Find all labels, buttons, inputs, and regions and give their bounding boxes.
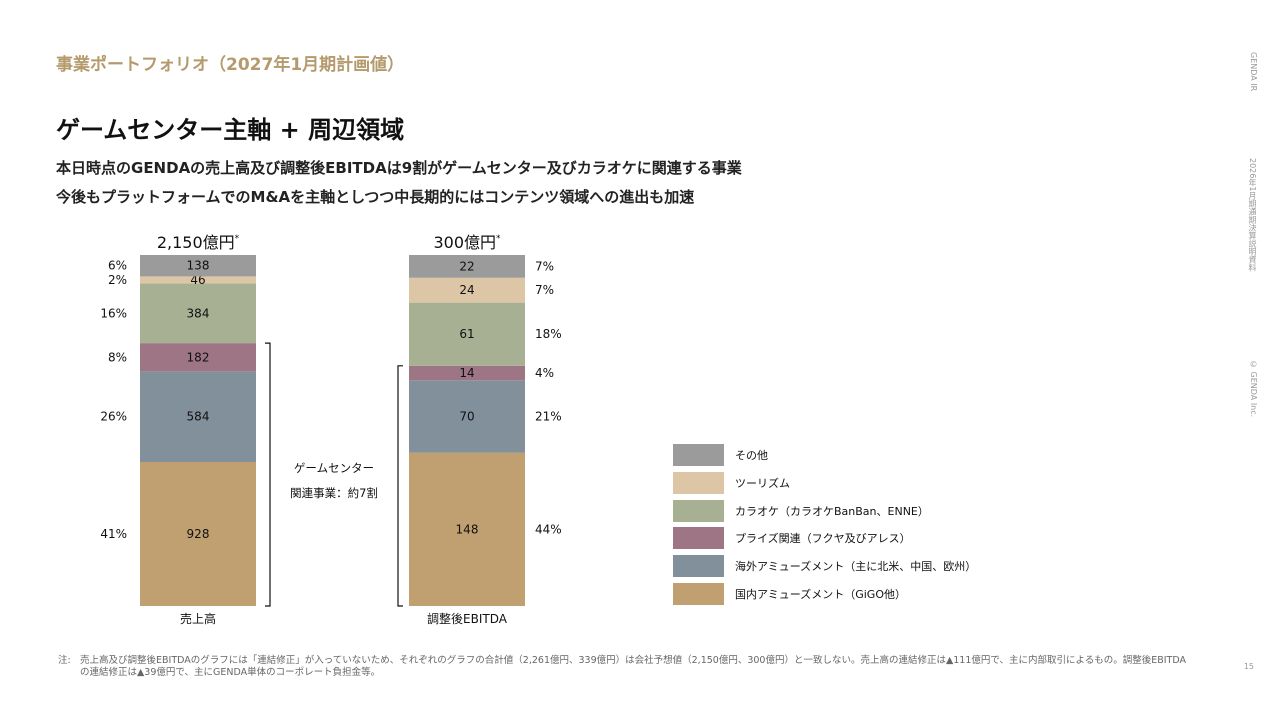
chart-legend: その他ツーリズムカラオケ（カラオケBanBan、ENNE） プライズ関連（フクヤ及… [673, 444, 976, 611]
legend-item: ツーリズム [673, 471, 976, 494]
category-label: 売上高 [180, 611, 216, 626]
legend-label: 国内アミューズメント（GiGO他） [735, 587, 906, 601]
bar-segment [140, 283, 256, 344]
percent-label: 2% [108, 273, 127, 287]
percent-label: 16% [100, 306, 127, 320]
legend-label: ツーリズム [735, 476, 790, 490]
percent-label: 41% [100, 527, 127, 541]
percent-label: 7% [535, 283, 554, 297]
percent-label: 6% [108, 259, 127, 273]
footnote-text: 売上高及び調整後EBITDAのグラフには「連結修正」が入っていないため、それぞれ… [80, 655, 1187, 678]
legend-swatch [673, 555, 724, 578]
legend-swatch [673, 582, 724, 605]
bracket-note-line-2: 関連事業：約7割 [290, 486, 378, 500]
side-label-copyright: © GENDA Inc. [1249, 360, 1258, 418]
bar-segment [409, 255, 525, 278]
legend-item: プライズ関連（フクヤ及びアレス） [673, 527, 976, 550]
summary-line-1: 本日時点のGENDAの売上高及び調整後EBITDAは9割がゲームセンター及びカラ… [56, 159, 742, 177]
bar-value-label: 384 [187, 306, 210, 320]
legend-item: カラオケ（カラオケBanBan、ENNE） [673, 499, 976, 522]
bar-total-label: 2,150億円* [157, 233, 240, 252]
bar-value-label: 24 [459, 283, 474, 297]
side-label-ir: GENDA IR [1249, 52, 1258, 92]
legend-label: 海外アミューズメント（主に北米、中国、欧州） [735, 560, 977, 574]
bar-segment [140, 255, 256, 277]
percent-label: 8% [108, 350, 127, 364]
legend-item: その他 [673, 444, 976, 466]
bar-value-label: 14 [459, 366, 474, 380]
page-headline: ゲームセンター主軸 + 周辺領域 [56, 116, 405, 144]
percent-label: 4% [535, 366, 554, 380]
bar-segment [409, 365, 525, 381]
game-center-bracket [397, 365, 403, 607]
percent-label: 26% [100, 410, 127, 424]
bar-segment [409, 452, 525, 606]
bar-segment [409, 302, 525, 366]
bar-segment [409, 380, 525, 453]
bar-value-label: 138 [187, 259, 210, 273]
category-label: 調整後EBITDA [427, 611, 508, 626]
bar-value-label: 928 [187, 527, 210, 541]
bar-value-label: 46 [190, 273, 205, 287]
bar-segment [409, 277, 525, 303]
side-label-document: 2026年1月期通期決算説明資料 [1248, 158, 1257, 272]
bar-value-label: 584 [187, 410, 210, 424]
percent-label: 18% [535, 327, 562, 341]
legend-item: 国内アミューズメント（GiGO他） [673, 582, 976, 605]
footnote-mark: 注: [58, 655, 71, 666]
legend-swatch [673, 527, 724, 550]
percent-label: 7% [535, 259, 554, 273]
game-center-bracket [265, 342, 271, 607]
bar-value-label: 182 [187, 350, 210, 364]
bar-total-label: 300億円* [433, 233, 501, 252]
legend-label: プライズ関連（フクヤ及びアレス） [735, 532, 911, 546]
stacked-bar-chart: 928 41% 584 26% 182 8% 384 16% 46 2% 138 6% 2,150億円*… [100, 233, 562, 626]
bar-value-label: 148 [456, 522, 479, 536]
legend-swatch [673, 471, 724, 494]
summary-line-2: 今後もプラットフォームでのM&Aを主軸としつつ中長期的にはコンテンツ領域への進出… [56, 188, 695, 206]
legend-label: カラオケ（カラオケBanBan、ENNE） [735, 504, 929, 518]
bar-segment [140, 371, 256, 462]
section-title: 事業ポートフォリオ（2027年1月期計画値） [56, 55, 405, 75]
bar-segment [140, 276, 256, 284]
legend-item: 海外アミューズメント（主に北米、中国、欧州） [673, 555, 977, 578]
bar-value-label: 22 [459, 259, 474, 273]
legend-swatch [673, 499, 724, 522]
footnote: 注: 売上高及び調整後EBITDAのグラフには「連結修正」が入っていないため、そ… [58, 655, 1188, 679]
bar-value-label: 61 [459, 327, 474, 341]
bar-segment [140, 462, 256, 606]
page-number: 15 [1243, 662, 1254, 671]
bar-segment [140, 343, 256, 372]
legend-swatch [673, 444, 724, 466]
bar-value-label: 70 [459, 410, 474, 424]
bracket-note-line-1: ゲームセンター [294, 461, 374, 475]
percent-label: 21% [535, 410, 562, 424]
percent-label: 44% [535, 522, 562, 536]
legend-label: その他 [735, 449, 768, 462]
